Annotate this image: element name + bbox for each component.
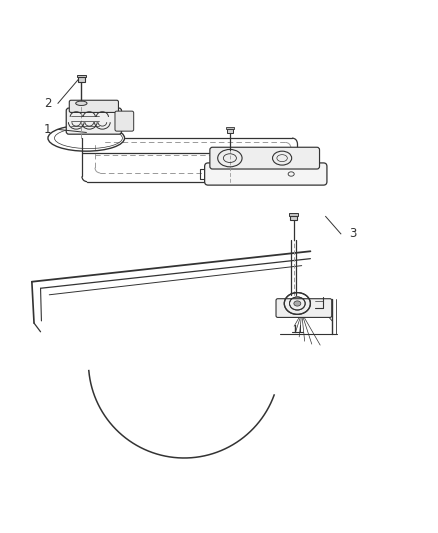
- FancyBboxPatch shape: [205, 163, 327, 185]
- FancyBboxPatch shape: [115, 111, 134, 131]
- Bar: [226, 127, 234, 130]
- Bar: [289, 213, 298, 215]
- Bar: [77, 75, 86, 77]
- Ellipse shape: [76, 101, 87, 106]
- Bar: [78, 77, 85, 82]
- Bar: [227, 130, 233, 133]
- FancyBboxPatch shape: [66, 108, 121, 134]
- FancyBboxPatch shape: [69, 100, 118, 112]
- FancyBboxPatch shape: [276, 298, 332, 318]
- Bar: [290, 215, 297, 220]
- Ellipse shape: [294, 301, 301, 306]
- Text: 1: 1: [44, 123, 51, 136]
- FancyBboxPatch shape: [210, 147, 320, 169]
- Text: 2: 2: [44, 97, 51, 110]
- Text: 3: 3: [350, 228, 357, 240]
